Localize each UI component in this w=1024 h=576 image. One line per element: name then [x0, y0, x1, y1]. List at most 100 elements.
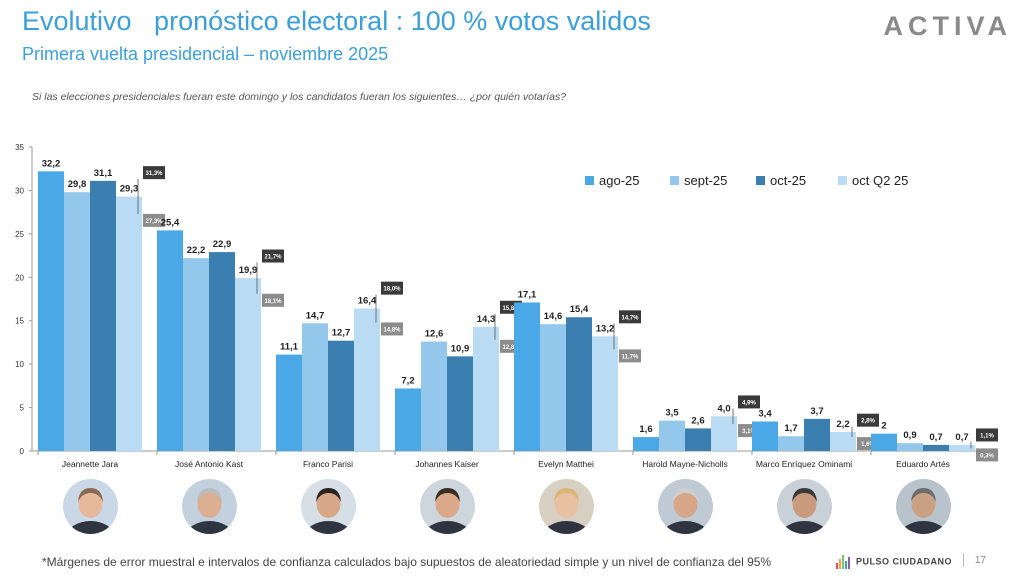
category-label: Marco Enríquez Ominami [756, 459, 852, 469]
ci-lower-box [976, 448, 998, 462]
bar [804, 418, 830, 451]
data-label: 14,3 [477, 314, 496, 325]
data-label: 2,6 [691, 415, 704, 426]
person-icon [539, 479, 594, 534]
ci-lower-label: 14,8% [383, 327, 401, 333]
bar [923, 444, 949, 451]
data-label: 17,1 [518, 289, 537, 300]
page-number: 17 [974, 555, 986, 566]
data-label: 16,4 [358, 296, 377, 307]
y-tick-label: 5 [20, 404, 25, 413]
ci-lower-box [381, 322, 403, 336]
person-icon [63, 479, 118, 534]
bar [633, 437, 659, 451]
category-label: Johannes Kaiser [415, 459, 478, 469]
brand-logo: ACTIVA [883, 11, 1012, 41]
data-label: 4,0 [717, 403, 730, 414]
ci-upper-box [738, 395, 760, 409]
ci-upper-box [619, 310, 641, 324]
footnote: *Márgenes de error muestral e intervalos… [42, 555, 772, 569]
y-tick-label: 10 [15, 360, 24, 369]
category-label: Jeannette Jara [62, 459, 119, 469]
candidate-avatar [539, 479, 594, 534]
candidate-avatar [658, 479, 713, 534]
data-label: 13,2 [596, 323, 615, 334]
data-label: 3,5 [665, 408, 679, 419]
person-icon [896, 479, 951, 534]
ci-lower-label: 11,7% [622, 354, 639, 360]
bar [421, 341, 447, 451]
ci-lower-label: 18,1% [264, 299, 282, 305]
y-tick-label: 15 [15, 317, 24, 326]
data-label: 29,3 [120, 184, 139, 195]
bar [540, 324, 566, 451]
data-label: 19,9 [239, 265, 258, 276]
y-tick-label: 30 [15, 186, 24, 195]
bar [447, 356, 473, 451]
data-label: 29,8 [68, 179, 87, 190]
candidate-avatar [63, 479, 118, 534]
person-icon [658, 479, 713, 534]
y-tick-label: 25 [15, 230, 24, 239]
ci-lower-label: 0,3% [980, 453, 994, 459]
category-label: José Antonio Kast [175, 459, 244, 469]
ci-lower-label: 12,8% [502, 345, 520, 351]
bar [949, 444, 975, 451]
data-label: 15,4 [570, 304, 589, 315]
person-icon [420, 479, 475, 534]
source-logo: PULSO CIUDADANO [835, 555, 952, 569]
ci-upper-label: 21,7% [264, 255, 282, 261]
ci-upper-box [857, 413, 879, 427]
pulso-logo-icon [835, 555, 851, 569]
data-label: 22,9 [213, 239, 232, 250]
data-label: 22,2 [187, 245, 206, 256]
bar [778, 436, 804, 451]
person-icon [301, 479, 356, 534]
data-label: 32,2 [42, 158, 61, 169]
bar [354, 308, 380, 451]
ci-lower-label: 27,3% [145, 219, 163, 225]
page-subtitle: Primera vuelta presidencial – noviembre … [22, 44, 389, 64]
person-icon [182, 479, 237, 534]
bar [235, 278, 261, 451]
ci-upper-label: 1,1% [980, 433, 994, 439]
bar [90, 180, 116, 452]
ci-upper-label: 4,9% [742, 400, 756, 406]
data-label: 11,1 [280, 342, 299, 353]
data-label: 0,7 [955, 432, 968, 443]
candidate-avatar [301, 479, 356, 534]
category-label: Harold Mayne-Nicholls [642, 459, 728, 469]
bar [659, 420, 685, 451]
data-label: 0,9 [903, 430, 916, 441]
data-label: 31,1 [94, 168, 113, 179]
legend-label: sept-25 [684, 173, 727, 188]
ci-upper-label: 2,8% [861, 419, 875, 425]
ci-lower-box [262, 293, 284, 307]
ci-upper-box [976, 428, 998, 442]
bar [514, 302, 540, 451]
ci-lower-box [619, 349, 641, 363]
ci-upper-label: 15,8% [502, 306, 520, 312]
legend-label: ago-25 [599, 173, 639, 188]
data-label: 12,6 [425, 329, 444, 340]
page-title: Evolutivo pronóstico electoral : 100 % v… [22, 6, 651, 36]
ci-lower-label: 1,6% [861, 442, 875, 448]
data-label: 2 [881, 421, 886, 432]
ci-lower-label: 3,1% [742, 429, 756, 435]
ci-upper-box [381, 281, 403, 295]
ci-lower-box [143, 213, 165, 227]
bar [566, 317, 592, 451]
bar [64, 192, 90, 451]
bar [473, 326, 499, 451]
bar-chart: 0 5 10 15 20 25 30 35 32,2 29,8 31,1 29,3 31,3% 27,3%… [15, 143, 998, 469]
bar [116, 196, 142, 451]
bar [897, 443, 923, 451]
data-label: 7,2 [401, 375, 414, 386]
data-label: 3,4 [758, 408, 772, 419]
ci-upper-label: 31,3% [145, 171, 163, 177]
bar [38, 171, 64, 451]
candidate-avatar [777, 479, 832, 534]
legend-swatch [585, 176, 594, 185]
bar [830, 431, 856, 451]
ci-upper-box [143, 166, 165, 180]
